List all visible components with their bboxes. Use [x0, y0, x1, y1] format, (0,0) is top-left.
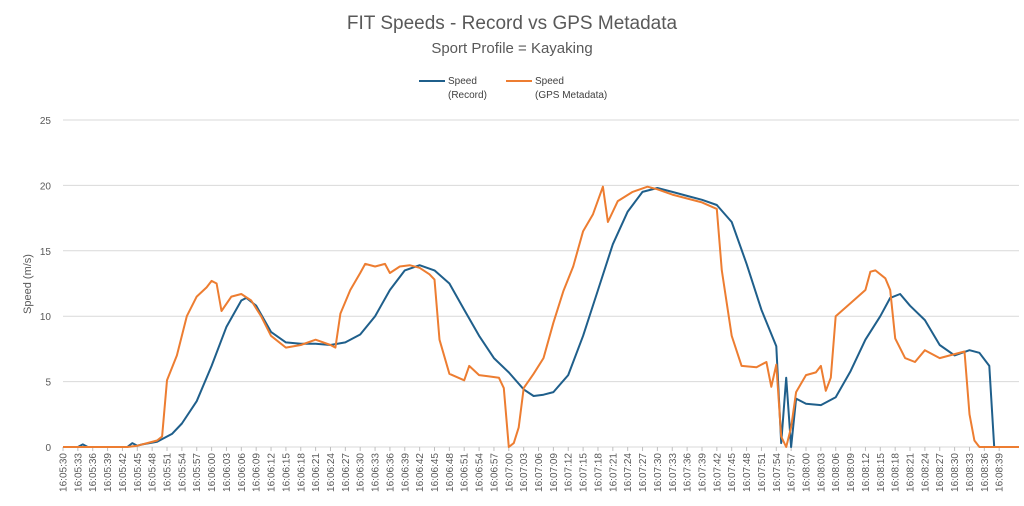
x-tick-label: 16:06:18 [296, 453, 307, 492]
x-tick-label: 16:08:36 [980, 453, 991, 492]
x-tick-label: 16:06:54 [475, 453, 486, 492]
x-tick-label: 16:08:12 [861, 453, 872, 492]
x-tick-label: 16:08:21 [906, 453, 917, 492]
x-tick-label: 16:05:51 [163, 453, 174, 492]
x-tick-label: 16:08:15 [876, 453, 887, 492]
series-line-record [63, 187, 1019, 448]
x-tick-label: 16:06:33 [371, 453, 382, 492]
legend-item-record: Speed (Record) [419, 76, 487, 101]
y-tick-label: 15 [40, 247, 52, 258]
x-tick-label: 16:07:00 [504, 453, 515, 492]
x-tick-label: 16:06:39 [400, 453, 411, 492]
legend-label-gps-line2: (GPS Metadata) [535, 90, 607, 101]
x-tick-label: 16:06:36 [385, 453, 396, 492]
x-tick-label: 16:05:39 [103, 453, 114, 492]
x-tick-label: 16:07:54 [772, 453, 783, 492]
x-tick-label: 16:05:36 [88, 453, 99, 492]
y-tick-label: 25 [40, 116, 52, 127]
y-tick-label: 20 [40, 181, 52, 192]
y-axis-ticks: 0 5 10 15 20 25 [40, 116, 52, 454]
y-tick-label: 5 [45, 378, 51, 389]
x-tick-label: 16:06:30 [356, 453, 367, 492]
x-tick-label: 16:07:36 [683, 453, 694, 492]
x-tick-label: 16:07:30 [653, 453, 664, 492]
x-tick-label: 16:06:21 [311, 453, 322, 492]
x-tick-label: 16:07:39 [697, 453, 708, 492]
x-tick-label: 16:07:06 [534, 453, 545, 492]
x-tick-label: 16:08:09 [846, 453, 857, 492]
x-tick-label: 16:05:42 [118, 453, 129, 492]
x-tick-label: 16:06:03 [222, 453, 233, 492]
x-tick-label: 16:05:57 [192, 453, 203, 492]
legend-label-record-line1: Speed [448, 76, 477, 87]
x-tick-label: 16:08:27 [935, 453, 946, 492]
x-tick-label: 16:06:24 [326, 453, 337, 492]
x-tick-label: 16:06:00 [207, 453, 218, 492]
x-tick-label: 16:07:21 [608, 453, 619, 492]
legend-item-gps: Speed (GPS Metadata) [506, 76, 607, 101]
x-tick-label: 16:05:48 [148, 453, 159, 492]
legend-label-gps-line1: Speed [535, 76, 564, 87]
x-tick-label: 16:08:30 [950, 453, 961, 492]
x-tick-label: 16:08:00 [802, 453, 813, 492]
x-tick-label: 16:06:48 [445, 453, 456, 492]
x-tick-label: 16:08:06 [831, 453, 842, 492]
gridlines [63, 119, 1019, 448]
x-tick-label: 16:06:42 [415, 453, 426, 492]
x-tick-label: 16:07:03 [519, 453, 530, 492]
x-tick-label: 16:06:27 [341, 453, 352, 492]
x-axis-ticks: 16:05:30 16:05:33 16:05:36 16:05:39 16:05:42… [59, 447, 1006, 492]
x-tick-label: 16:05:54 [177, 453, 188, 492]
chart-title: FIT Speeds - Record vs GPS Metadata [347, 13, 678, 34]
x-tick-label: 16:06:45 [430, 453, 441, 492]
x-tick-label: 16:06:57 [489, 453, 500, 492]
y-tick-label: 0 [45, 443, 51, 454]
x-tick-label: 16:07:09 [549, 453, 560, 492]
x-tick-label: 16:06:51 [460, 453, 471, 492]
x-tick-label: 16:07:33 [668, 453, 679, 492]
x-tick-label: 16:07:42 [712, 453, 723, 492]
x-tick-label: 16:08:18 [891, 453, 902, 492]
y-axis-label: Speed (m/s) [22, 254, 34, 314]
x-tick-label: 16:06:15 [281, 453, 292, 492]
x-tick-label: 16:08:33 [965, 453, 976, 492]
x-tick-label: 16:07:51 [757, 453, 768, 492]
x-tick-label: 16:05:45 [133, 453, 144, 492]
y-tick-label: 10 [40, 312, 52, 323]
x-tick-label: 16:06:12 [267, 453, 278, 492]
x-tick-label: 16:07:15 [579, 453, 590, 492]
legend: Speed (Record) Speed (GPS Metadata) [419, 76, 607, 101]
x-tick-label: 16:07:18 [593, 453, 604, 492]
x-tick-label: 16:07:57 [787, 453, 798, 492]
chart-subtitle: Sport Profile = Kayaking [431, 40, 592, 57]
x-tick-label: 16:06:06 [237, 453, 248, 492]
x-tick-label: 16:05:33 [73, 453, 84, 492]
legend-label-record-line2: (Record) [448, 90, 487, 101]
x-tick-label: 16:08:03 [816, 453, 827, 492]
x-tick-label: 16:08:39 [995, 453, 1006, 492]
x-tick-label: 16:07:45 [727, 453, 738, 492]
x-tick-label: 16:07:12 [564, 453, 575, 492]
x-tick-label: 16:07:24 [623, 453, 634, 492]
x-tick-label: 16:06:09 [252, 453, 263, 492]
x-tick-label: 16:05:30 [59, 453, 70, 492]
x-tick-label: 16:07:27 [638, 453, 649, 492]
x-tick-label: 16:07:48 [742, 453, 753, 492]
series-line-gps-metadata [63, 185, 1019, 448]
series-lines [63, 185, 1019, 448]
x-tick-label: 16:08:24 [920, 453, 931, 492]
